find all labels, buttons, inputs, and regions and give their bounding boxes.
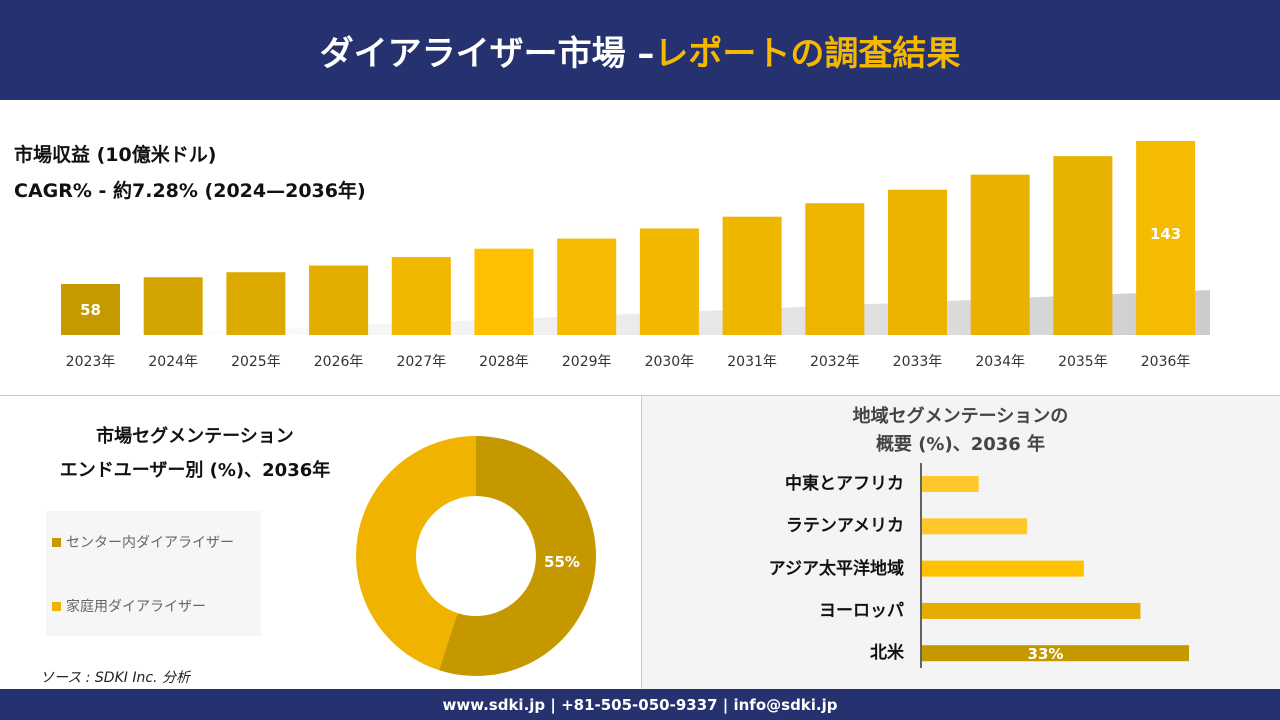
x-tick-label: 2027年 (396, 354, 446, 370)
revenue-bar (805, 203, 865, 335)
region-title-line1: 地域セグメンテーションの (852, 406, 1069, 427)
source-note: ソース : SDKI Inc. 分析 (40, 670, 190, 686)
region-bar (922, 518, 1028, 535)
donut-data-label: 55% (544, 553, 580, 571)
cagr-text: CAGR% - 約7.28% (2024—2036年) (14, 180, 366, 202)
x-tick-label: 2036年 (1141, 354, 1191, 370)
x-tick-label: 2024年 (148, 354, 198, 370)
revenue-bar (61, 284, 120, 335)
region-label: ラテンアメリカ (785, 516, 904, 537)
legend-label: センター内ダイアライザー (66, 535, 234, 551)
bar-data-label: 58 (80, 301, 101, 319)
x-tick-label: 2032年 (810, 354, 860, 370)
donut-legend: センター内ダイアライザー 家庭用ダイアライザー (46, 511, 261, 636)
revenue-bar (557, 238, 617, 335)
segment-title-line1: 市場セグメンテーション (96, 426, 294, 447)
x-tick-label: 2026年 (314, 354, 364, 370)
revenue-bar (888, 189, 947, 335)
region-bar (922, 645, 1189, 662)
legend-item: 家庭用ダイアライザー (52, 596, 206, 616)
x-tick-label: 2028年 (479, 354, 529, 370)
x-tick-label: 2035年 (1058, 354, 1108, 370)
revenue-bar (309, 265, 369, 335)
revenue-bar (474, 248, 534, 335)
donut-slice (438, 436, 596, 676)
x-tick-label: 2033年 (893, 354, 943, 370)
legend-swatch (52, 601, 61, 611)
region-title: 地域セグメンテーションの 概要 (%)、2036 年 (641, 403, 1280, 459)
x-tick-label: 2031年 (727, 354, 777, 370)
segment-title: 市場セグメンテーション エンドユーザー別 (%)、2036年 (40, 420, 350, 488)
title-main: ダイアライザー市場 – (319, 33, 655, 74)
region-title-line2: 概要 (%)、2036 年 (875, 434, 1046, 455)
segment-title-line2: エンドユーザー別 (%)、2036年 (59, 460, 331, 481)
donut-slice (356, 436, 476, 671)
region-bar (922, 476, 979, 492)
legend-swatch (52, 537, 61, 547)
region-label: 北米 (870, 643, 904, 664)
revenue-bar (639, 228, 699, 335)
revenue-title: 市場収益 (10億米ドル) (14, 144, 217, 166)
x-tick-label: 2034年 (975, 354, 1025, 370)
region-bar (922, 602, 1141, 619)
revenue-bar (722, 216, 782, 335)
legend-item: センター内ダイアライザー (52, 532, 234, 552)
region-bar (922, 560, 1084, 577)
title-accent: レポートの調査結果 (654, 33, 961, 74)
x-tick-label: 2029年 (562, 354, 612, 370)
bar-data-label: 143 (1150, 225, 1181, 243)
revenue-bar (970, 174, 1030, 335)
region-data-label: 33% (1028, 645, 1064, 663)
x-tick-label: 2025年 (231, 354, 281, 370)
region-panel (641, 396, 1280, 689)
x-tick-label: 2030年 (645, 354, 695, 370)
revenue-bar (1053, 156, 1113, 335)
footer-contact: www.sdki.jp | +81-505-050-9337 | info@sd… (0, 689, 1280, 720)
revenue-bar (226, 272, 286, 335)
region-label: 中東とアフリカ (785, 474, 904, 494)
x-tick-label: 2023年 (66, 354, 116, 370)
revenue-bar (391, 257, 451, 335)
revenue-bar (143, 277, 203, 335)
revenue-bar (1136, 141, 1196, 335)
region-label: ヨーロッパ (819, 600, 904, 621)
header-banner: ダイアライザー市場 – レポートの調査結果 (0, 0, 1280, 100)
legend-label: 家庭用ダイアライザー (66, 599, 206, 615)
divider (0, 395, 1280, 396)
region-label: アジア太平洋地域 (768, 558, 904, 579)
